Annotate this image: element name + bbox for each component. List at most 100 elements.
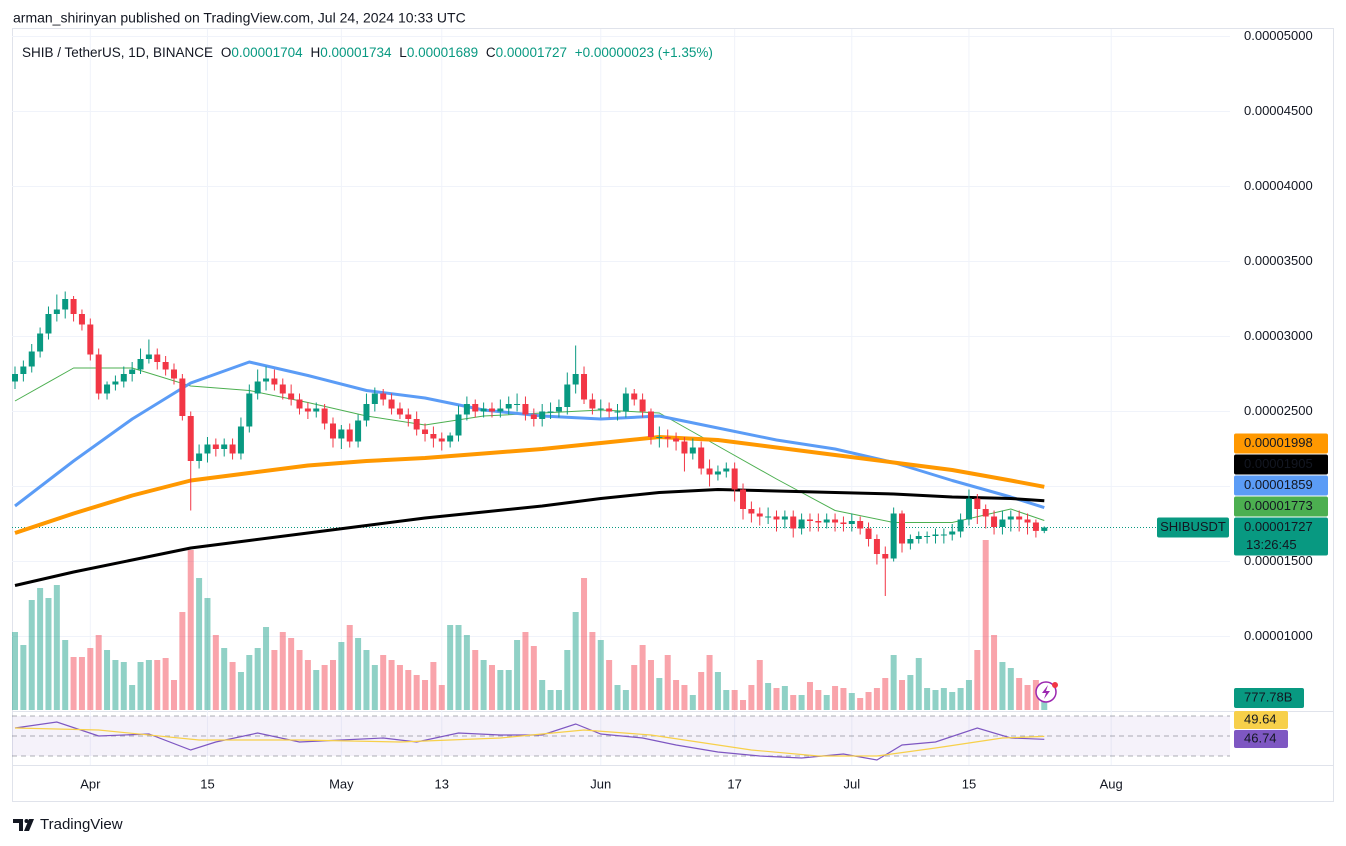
- candle-body: [12, 374, 18, 382]
- volume-bar: [120, 662, 127, 710]
- grid: [12, 29, 1230, 765]
- symbol-title: SHIB / TetherUS, 1D, BINANCE: [22, 45, 213, 60]
- volume-bar: [229, 662, 236, 710]
- candle-body: [564, 384, 571, 407]
- volume-bar: [480, 660, 487, 710]
- volume-bar: [380, 655, 387, 710]
- volume-bar: [70, 657, 77, 710]
- candle-body: [957, 519, 964, 532]
- volume-bar: [472, 650, 479, 710]
- candle-body: [187, 416, 194, 461]
- candle-body: [296, 399, 303, 409]
- volume-bar: [631, 665, 638, 710]
- volume-bar: [982, 540, 989, 710]
- volume-bar: [514, 640, 521, 710]
- logo-part: [24, 819, 34, 831]
- volume-bar: [907, 675, 914, 710]
- volume-bar: [104, 650, 111, 710]
- candle-body: [999, 519, 1006, 527]
- volume-bar: [396, 665, 403, 710]
- y-tick-label: 0.00001000: [1244, 628, 1313, 643]
- candle-body: [740, 489, 747, 509]
- indicator-badge: [1234, 454, 1328, 475]
- volume-bar: [204, 598, 211, 710]
- volume-bar: [823, 695, 830, 710]
- candle-body: [37, 333, 44, 352]
- x-tick-label: 13: [435, 776, 449, 791]
- candle-body: [304, 408, 311, 412]
- candle-body: [396, 408, 403, 415]
- volume-bar: [723, 690, 730, 710]
- last-price-text: 0.00001727: [1244, 519, 1313, 534]
- volume-bar: [773, 688, 780, 710]
- rsi-line: [14, 727, 1045, 757]
- candle-body: [890, 513, 897, 559]
- candle-body: [840, 522, 847, 524]
- candle-body: [1032, 522, 1039, 531]
- volume-bar: [899, 680, 906, 710]
- candle-body: [857, 521, 864, 529]
- volume-bar: [965, 680, 972, 710]
- publisher-line: arman_shirinyan published on TradingView…: [13, 10, 466, 26]
- volume-bar: [865, 692, 872, 710]
- candle-body: [212, 444, 219, 449]
- candle-body: [790, 516, 797, 529]
- volume-bar: [455, 625, 462, 710]
- candle-body: [179, 378, 186, 416]
- candle-body: [405, 414, 412, 419]
- y-tick-label: 0.00003000: [1244, 328, 1313, 343]
- ohlc-value: 0.00001689: [407, 45, 478, 60]
- candle-body: [371, 393, 378, 404]
- candle-body: [447, 435, 454, 442]
- volume-bar: [539, 680, 546, 710]
- candle-body: [530, 414, 537, 419]
- candle-body: [714, 471, 721, 475]
- candle-body: [639, 399, 646, 412]
- volume-bar: [129, 685, 136, 710]
- candle-body: [338, 429, 345, 439]
- volume-bar: [1007, 668, 1014, 710]
- volume-bar: [915, 658, 922, 710]
- volume-bar: [622, 690, 629, 710]
- chart-frame: [12, 28, 1334, 802]
- candle-body: [422, 429, 429, 434]
- x-tick-label: Aug: [1100, 776, 1123, 791]
- volume-bar: [940, 688, 947, 710]
- candle-body: [806, 519, 813, 521]
- volume-bar: [237, 672, 244, 710]
- volume-bar: [137, 662, 144, 710]
- rsi-value: 46.74: [1244, 730, 1277, 745]
- symbol-line: SHIB / TetherUS, 1D, BINANCE O0.00001704…: [22, 45, 713, 60]
- candle-body: [974, 498, 981, 509]
- candle-body: [129, 369, 136, 374]
- indicator-value: 0.00001773: [1244, 498, 1313, 513]
- volume-bar: [62, 640, 69, 710]
- countdown-text: 13:26:45: [1246, 537, 1297, 552]
- candle-body: [781, 516, 788, 520]
- logo-part: [24, 819, 29, 823]
- x-tick-label: May: [329, 776, 354, 791]
- rsi-badge: [1234, 730, 1288, 748]
- candle-body: [907, 539, 914, 544]
- volume-bar: [288, 638, 295, 710]
- candle-body: [689, 447, 696, 454]
- candle-body: [589, 399, 596, 409]
- indicator-value: 0.00001859: [1244, 477, 1313, 492]
- candle-body: [1007, 516, 1014, 520]
- volume-bar: [45, 598, 52, 710]
- ohlc-value: 0.00001727: [496, 45, 567, 60]
- candle-body: [137, 359, 144, 370]
- candle-body: [1024, 519, 1031, 523]
- volume-bar: [1024, 685, 1031, 710]
- volume-bar: [170, 680, 177, 710]
- candle-body: [455, 414, 462, 436]
- volume-bar: [413, 675, 420, 710]
- volume-bar: [857, 698, 864, 710]
- volume-bar: [20, 645, 27, 710]
- candle-body: [505, 404, 512, 409]
- candle-body: [28, 351, 35, 367]
- candle-body: [488, 408, 495, 412]
- volume-bar: [304, 660, 311, 710]
- candle-body: [940, 534, 947, 536]
